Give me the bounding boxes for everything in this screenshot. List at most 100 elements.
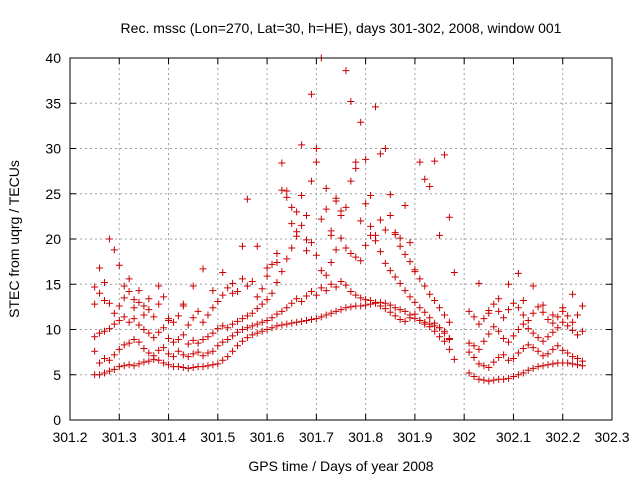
data-point <box>505 338 513 346</box>
data-point <box>367 192 375 200</box>
data-point <box>509 373 517 381</box>
data-point <box>209 347 217 355</box>
data-point <box>440 337 448 345</box>
data-point <box>514 349 522 357</box>
data-point <box>258 300 266 308</box>
data-point <box>352 253 360 261</box>
data-point <box>224 284 232 292</box>
data-point <box>278 186 286 194</box>
data-point <box>219 322 227 330</box>
data-point <box>243 195 251 203</box>
x-tick-label: 301.7 <box>299 429 334 445</box>
data-point <box>219 356 227 364</box>
data-point <box>243 282 251 290</box>
data-point <box>253 242 261 250</box>
x-tick-label: 302.1 <box>496 429 531 445</box>
data-point <box>322 184 330 192</box>
data-point <box>194 339 202 347</box>
data-point <box>194 307 202 315</box>
data-point <box>209 304 217 312</box>
x-tick-label: 301.4 <box>151 429 186 445</box>
data-point <box>268 260 276 268</box>
data-point <box>549 319 557 327</box>
data-point <box>160 324 168 332</box>
data-point <box>179 351 187 359</box>
data-point <box>125 361 133 369</box>
x-tick-label: 301.8 <box>348 429 383 445</box>
data-point <box>165 350 173 358</box>
data-point <box>288 299 296 307</box>
data-point <box>391 273 399 281</box>
data-point <box>475 345 483 353</box>
data-point <box>564 349 572 357</box>
data-point <box>312 158 320 166</box>
data-point <box>505 374 513 382</box>
data-point <box>396 279 404 287</box>
data-point <box>485 364 493 372</box>
data-point <box>327 231 335 239</box>
data-point <box>298 221 306 229</box>
data-point <box>411 266 419 274</box>
data-point <box>307 239 315 247</box>
axis-ticks: 301.2 301.3 301.4 301.5 301.6 301.7 301.8 301.9… <box>45 50 629 445</box>
data-point <box>386 211 394 219</box>
data-point <box>495 295 503 303</box>
data-point <box>150 352 158 360</box>
data-point <box>224 353 232 361</box>
data-point <box>554 342 562 350</box>
data-point <box>273 322 281 330</box>
data-point <box>569 360 577 368</box>
data-point <box>401 250 409 258</box>
data-point <box>160 359 168 367</box>
data-point <box>135 360 143 368</box>
data-point <box>332 307 340 315</box>
data-point <box>96 329 104 337</box>
data-point <box>204 311 212 319</box>
data-point <box>480 376 488 384</box>
data-point <box>238 315 246 323</box>
data-point <box>155 346 163 354</box>
data-point <box>465 348 473 356</box>
data-point <box>401 307 409 315</box>
data-point <box>529 364 537 372</box>
data-point <box>120 341 128 349</box>
data-point <box>199 352 207 360</box>
data-point <box>229 347 237 355</box>
data-point <box>450 268 458 276</box>
data-point <box>357 257 365 265</box>
data-point <box>199 318 207 326</box>
data-point <box>559 346 567 354</box>
data-point <box>514 371 522 379</box>
data-point <box>544 350 552 358</box>
data-point <box>490 376 498 384</box>
data-point <box>303 211 311 219</box>
data-point <box>214 342 222 350</box>
data-point <box>544 333 552 341</box>
data-point <box>155 356 163 364</box>
data-point <box>519 320 527 328</box>
data-point <box>342 281 350 289</box>
data-point <box>145 329 153 337</box>
data-point <box>529 344 537 352</box>
data-point <box>189 282 197 290</box>
data-point <box>312 145 320 152</box>
data-point <box>332 246 340 254</box>
data-point <box>204 362 212 370</box>
data-point <box>248 322 256 330</box>
data-point <box>509 332 517 340</box>
data-point <box>396 306 404 314</box>
data-point <box>362 200 370 208</box>
data-point <box>135 287 143 295</box>
data-point <box>445 335 453 343</box>
data-point <box>381 226 389 234</box>
data-point <box>391 304 399 312</box>
data-point <box>534 334 542 342</box>
data-point <box>490 300 498 308</box>
data-point <box>549 328 557 336</box>
data-point <box>110 365 118 373</box>
data-point <box>115 363 123 371</box>
data-point <box>440 151 448 159</box>
data-point <box>263 326 271 333</box>
data-point <box>243 312 251 320</box>
